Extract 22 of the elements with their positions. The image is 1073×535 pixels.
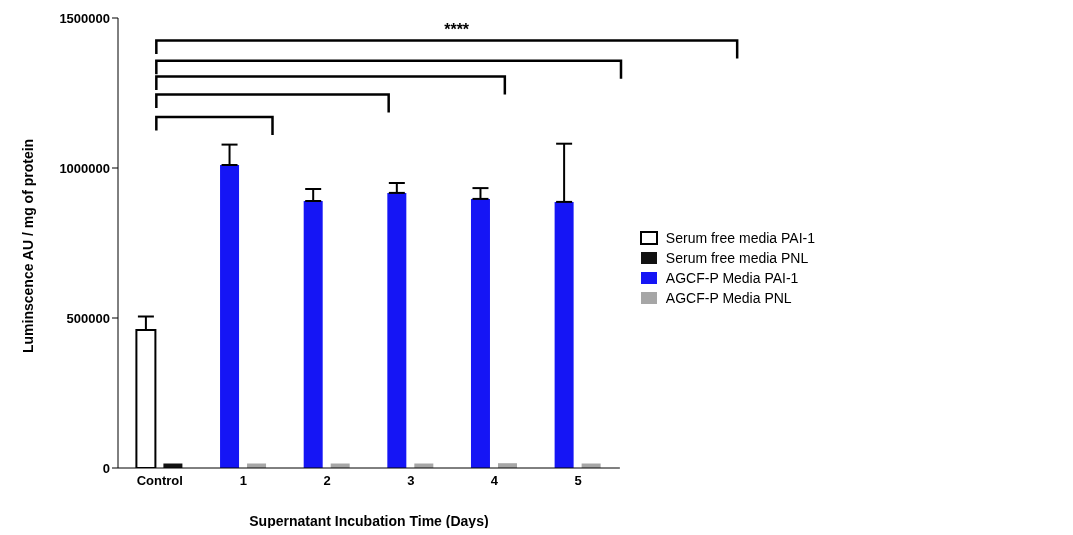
x-tick-label: 3 (407, 473, 415, 489)
y-tick-label: 500000 (66, 310, 110, 326)
x-tick-label: 1 (239, 473, 248, 489)
y-axis-title: Luminscence AU / mg of protein (19, 138, 36, 353)
legend-label: Serum free media PAI-1 (665, 230, 815, 246)
x-tick-label: 4 (490, 473, 499, 489)
x-axis-title: Supernatant Incubation Time (Days) (249, 513, 489, 529)
bar (303, 201, 323, 468)
bar (554, 201, 574, 468)
x-tick-label: 5 (574, 473, 582, 489)
bar (387, 192, 407, 468)
x-tick-label: Control (136, 473, 183, 489)
y-tick-label: 0 (102, 460, 110, 476)
bar (470, 198, 490, 468)
legend-label: Serum free media PNL (665, 250, 809, 266)
legend-label: AGCF-P Media PNL (665, 290, 792, 306)
y-tick-label: 1500000 (59, 10, 110, 26)
bar (220, 165, 240, 468)
y-tick-label: 1000000 (59, 160, 110, 176)
x-tick-label: 2 (323, 473, 331, 489)
annotation: **** (444, 20, 470, 38)
legend-label: AGCF-P Media PAI-1 (665, 270, 799, 286)
